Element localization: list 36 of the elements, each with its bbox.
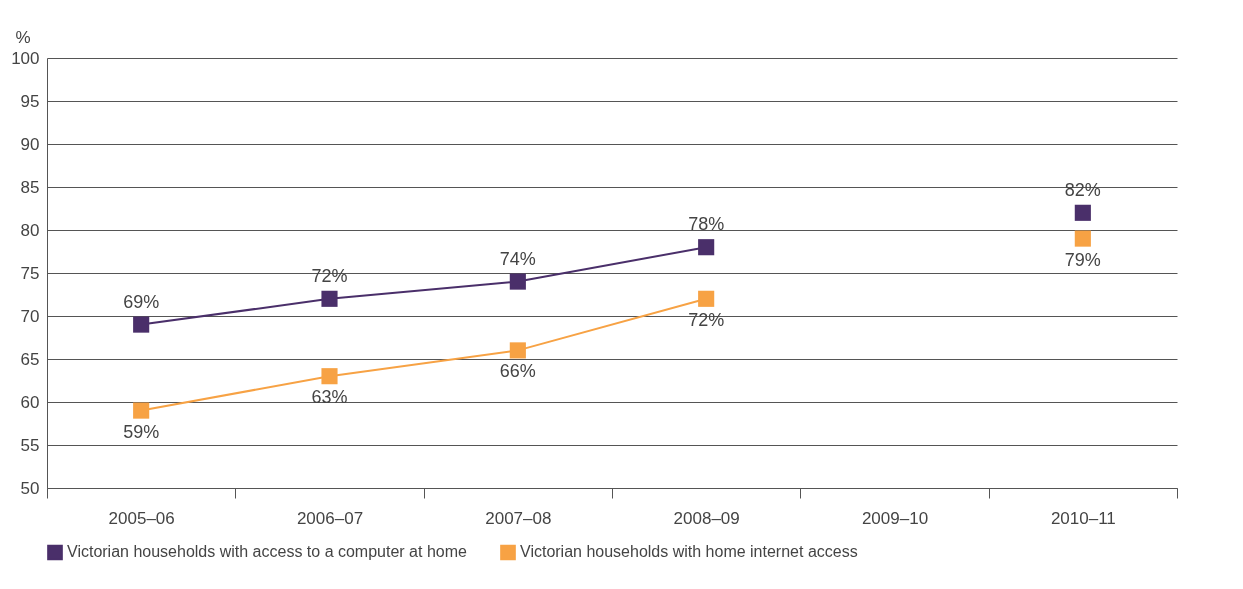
x-tick-label: 2009–10 [861,508,929,528]
data-label: 79% [1064,249,1101,270]
y-tick-label: 60 [20,392,40,412]
y-tick-label: 65 [20,349,40,369]
y-tick-label: 75 [20,263,40,283]
y-tick-label: 85 [20,177,40,197]
y-tick-label: 90 [20,134,40,154]
legend-label: Victorian households with home internet access [520,543,858,561]
point [509,273,526,290]
point [321,368,338,385]
y-tick-label: 80 [20,220,40,240]
y-tick-label: 95 [20,91,40,111]
data-label: 66% [499,361,536,382]
y-tick-label: 100 [11,48,40,68]
legend-label: Victorian households with access to a computer at home [67,543,468,561]
point [698,290,715,307]
x-tick-label: 2010–11 [1050,508,1116,528]
y-axis-title: % [15,27,31,47]
point [133,316,150,333]
point [1074,204,1091,221]
y-tick-label: 70 [20,306,40,326]
x-tick-label: 2008–09 [673,508,740,528]
point [321,290,338,307]
x-tick-label: 2005–06 [108,508,175,528]
point [698,239,715,256]
data-label: 59% [123,421,160,442]
point [509,342,526,359]
point [1074,230,1091,247]
data-label: 78% [688,214,725,235]
data-label: 69% [123,291,160,312]
point [133,402,150,419]
x-tick-label: 2006–07 [296,508,364,528]
x-tick-label: 2007–08 [485,508,552,528]
y-tick-label: 50 [20,478,40,498]
data-label: 74% [499,248,536,269]
y-tick-label: 55 [20,435,40,455]
